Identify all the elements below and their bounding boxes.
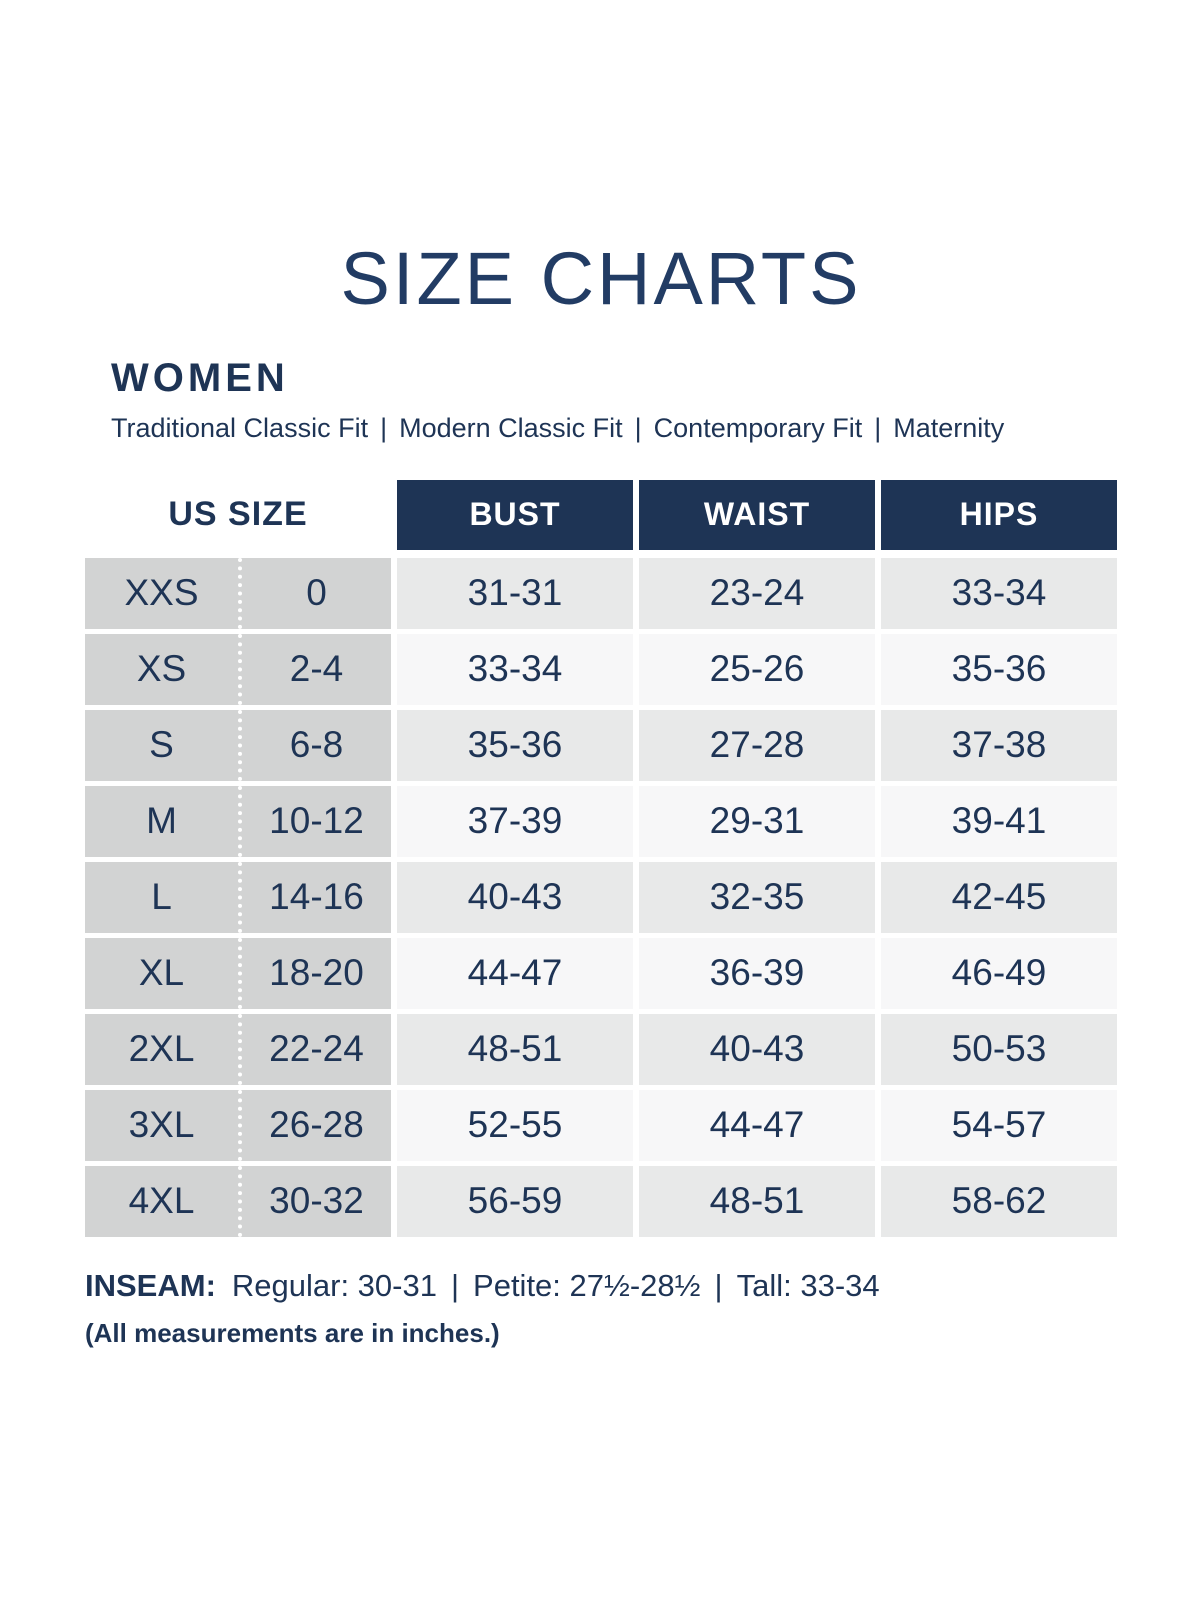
fit-option: Modern Classic Fit: [399, 413, 623, 443]
women-size-table: US SIZE BUST WAIST HIPS XXS 0 31-31 23-2…: [85, 479, 1117, 1237]
fit-separator: |: [634, 413, 642, 443]
hips-value: 35-36: [881, 633, 1117, 705]
hips-value: 39-41: [881, 785, 1117, 857]
size-label: 3XL: [128, 1104, 195, 1146]
bust-value: 40-43: [397, 861, 633, 933]
size-label: S: [149, 724, 174, 766]
size-cell: XS 2-4: [85, 633, 391, 705]
section-title-women: WOMEN: [111, 356, 289, 400]
size-cell: 2XL 22-24: [85, 1013, 391, 1085]
table-row: M 10-12 37-39 29-31 39-41: [85, 785, 1117, 857]
size-label: 4XL: [128, 1180, 195, 1222]
waist-value: 36-39: [639, 937, 875, 1009]
hips-value: 37-38: [881, 709, 1117, 781]
table-row: 3XL 26-28 52-55 44-47 54-57: [85, 1089, 1117, 1161]
size-label: L: [151, 876, 172, 918]
bust-value: 56-59: [397, 1165, 633, 1237]
inseam-label: INSEAM:: [85, 1267, 216, 1303]
inseam-info-line: INSEAM: Regular: 30-31 | Petite: 27½-28½ | Ta…: [85, 1267, 1117, 1304]
table-row: 2XL 22-24 48-51 40-43 50-53: [85, 1013, 1117, 1085]
page-title: SIZE CHARTS: [340, 237, 862, 320]
size-cell: 4XL 30-32: [85, 1165, 391, 1237]
hips-column-header: HIPS: [881, 479, 1117, 550]
size-label: XXS: [124, 572, 199, 614]
table-row: XXS 0 31-31 23-24 33-34: [85, 557, 1117, 629]
inseam-separator: |: [450, 1267, 460, 1303]
size-cell: 3XL 26-28: [85, 1089, 391, 1161]
size-cell: XXS 0: [85, 557, 391, 629]
bust-value: 48-51: [397, 1013, 633, 1085]
size-cell: S 6-8: [85, 709, 391, 781]
size-cell: M 10-12: [85, 785, 391, 857]
hips-value: 58-62: [881, 1165, 1117, 1237]
fit-separator: |: [874, 413, 882, 443]
table-row: S 6-8 35-36 27-28 37-38: [85, 709, 1117, 781]
waist-value: 29-31: [639, 785, 875, 857]
waist-value: 32-35: [639, 861, 875, 933]
hips-value: 54-57: [881, 1089, 1117, 1161]
size-chart-content: SIZE CHARTS WOMEN Traditional Classic Fi…: [85, 0, 1117, 1349]
waist-value: 25-26: [639, 633, 875, 705]
fit-option: Contemporary Fit: [653, 413, 863, 443]
table-row: 4XL 30-32 56-59 48-51 58-62: [85, 1165, 1117, 1237]
table-row: L 14-16 40-43 32-35 42-45: [85, 861, 1117, 933]
size-label: XS: [136, 648, 187, 690]
fit-option: Maternity: [893, 413, 1005, 443]
waist-value: 27-28: [639, 709, 875, 781]
size-label: 2XL: [128, 1028, 195, 1070]
waist-value: 48-51: [639, 1165, 875, 1237]
size-label: M: [146, 800, 177, 842]
us-size-value: 30-32: [238, 1165, 391, 1237]
us-size-value: 0: [238, 557, 391, 629]
us-size-value: 2-4: [238, 633, 391, 705]
us-size-value: 6-8: [238, 709, 391, 781]
us-size-value: 18-20: [238, 937, 391, 1009]
us-size-value: 26-28: [238, 1089, 391, 1161]
table-body: XXS 0 31-31 23-24 33-34 XS 2-4 33-34 25-…: [85, 557, 1117, 1237]
waist-value: 40-43: [639, 1013, 875, 1085]
inseam-segment: Petite: 27½-28½: [473, 1267, 701, 1303]
waist-column-header: WAIST: [639, 479, 875, 550]
us-size-value: 10-12: [238, 785, 391, 857]
size-cell: L 14-16: [85, 861, 391, 933]
hips-value: 50-53: [881, 1013, 1117, 1085]
fit-separator: |: [380, 413, 388, 443]
us-size-column-header: US SIZE: [85, 479, 391, 550]
size-label: XL: [138, 952, 185, 994]
bust-value: 35-36: [397, 709, 633, 781]
table-row: XS 2-4 33-34 25-26 35-36: [85, 633, 1117, 705]
us-size-value: 22-24: [238, 1013, 391, 1085]
inseam-separator: |: [714, 1267, 723, 1303]
hips-value: 42-45: [881, 861, 1117, 933]
inseam-segments: Regular: 30-31 | Petite: 27½-28½ | Tall: 33-…: [232, 1268, 880, 1303]
bust-value: 37-39: [397, 785, 633, 857]
us-size-value: 14-16: [238, 861, 391, 933]
fit-options-line: Traditional Classic Fit | Modern Classic F…: [111, 412, 1117, 446]
inseam-segment: Regular: 30-31: [231, 1267, 437, 1303]
table-row: XL 18-20 44-47 36-39 46-49: [85, 937, 1117, 1009]
size-cell: XL 18-20: [85, 937, 391, 1009]
bust-column-header: BUST: [397, 479, 633, 550]
inseam-segment: Tall: 33-34: [736, 1267, 880, 1303]
bust-value: 33-34: [397, 633, 633, 705]
fit-option: Traditional Classic Fit: [111, 413, 369, 443]
hips-value: 46-49: [881, 937, 1117, 1009]
bust-value: 52-55: [397, 1089, 633, 1161]
hips-value: 33-34: [881, 557, 1117, 629]
waist-value: 44-47: [639, 1089, 875, 1161]
bust-value: 31-31: [397, 557, 633, 629]
units-note: (All measurements are in inches.): [85, 1317, 500, 1348]
waist-value: 23-24: [639, 557, 875, 629]
bust-value: 44-47: [397, 937, 633, 1009]
table-header-row: US SIZE BUST WAIST HIPS: [85, 479, 1117, 550]
